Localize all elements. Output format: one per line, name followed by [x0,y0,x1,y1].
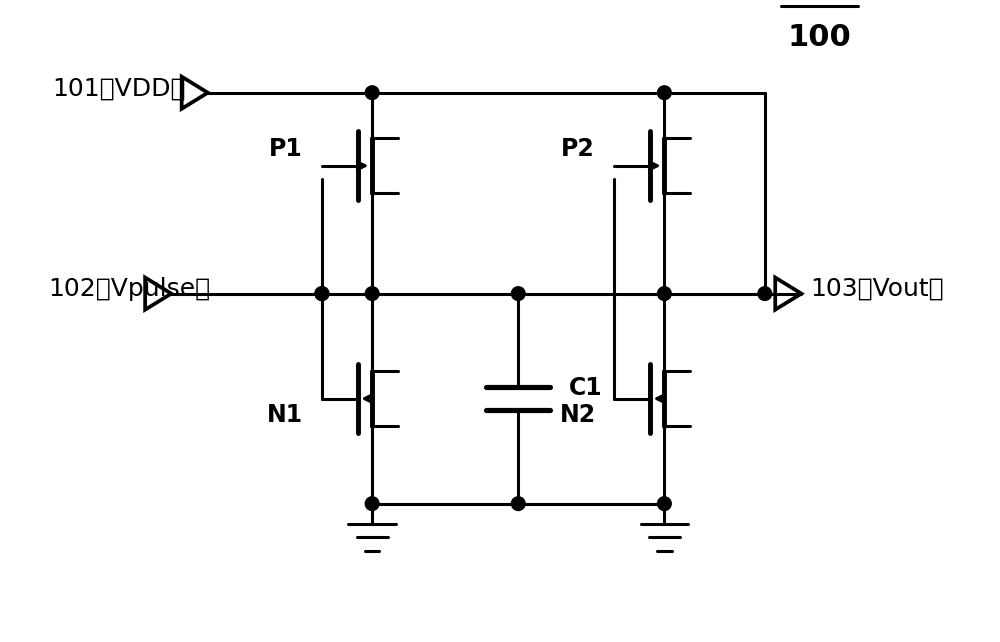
Circle shape [365,497,379,510]
Text: 100: 100 [788,22,851,51]
Circle shape [511,287,525,300]
Text: P2: P2 [561,137,594,161]
Text: 102（Vpulse）: 102（Vpulse） [48,277,210,301]
Circle shape [658,287,671,300]
Text: 101（VDD）: 101（VDD） [53,76,186,100]
Circle shape [658,497,671,510]
Circle shape [365,287,379,300]
Text: P1: P1 [269,137,302,161]
Circle shape [315,287,329,300]
Text: C1: C1 [568,376,602,400]
Text: N1: N1 [267,403,303,427]
Circle shape [758,287,772,300]
Circle shape [511,497,525,510]
Text: N2: N2 [560,403,596,427]
Circle shape [658,86,671,100]
Circle shape [315,287,329,300]
Circle shape [365,86,379,100]
Text: 103（Vout）: 103（Vout） [810,277,944,301]
